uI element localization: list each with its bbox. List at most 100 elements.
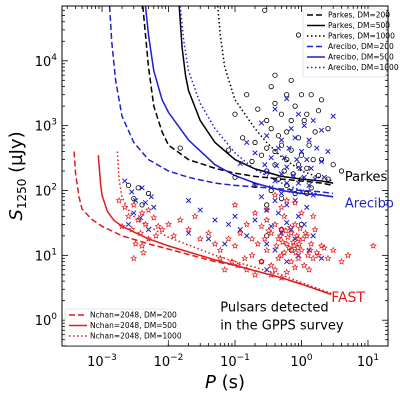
y-axis-var: S [6,209,27,220]
star-point-66 [274,254,282,262]
circle-point-63 [177,145,183,151]
x-point-90 [264,267,270,273]
x-tick-base: 10 [87,355,104,370]
x-point-26 [237,160,243,167]
y-axis-sub: 1250 [15,179,29,210]
x-point-48 [258,194,265,200]
y-tick-base: 10 [35,249,52,264]
legend-box-2 [64,308,169,346]
star-point-109 [291,198,299,206]
x-tick-base: 10 [154,355,171,370]
x-point-56 [252,217,258,223]
x-point-49 [272,197,278,204]
star-point-76 [276,232,284,239]
star-point-6 [138,209,146,217]
star-point-14 [137,229,145,237]
x-tick-base: 10 [357,355,374,370]
x-point-80 [225,221,232,228]
circle-point-9 [298,92,305,98]
star-point-106 [231,201,239,208]
circle-point-28 [240,135,246,141]
pulsar-points [115,7,377,281]
circle-point-30 [252,139,258,146]
circle-point-35 [288,147,294,153]
x-point-79 [212,217,218,223]
star-point-8 [144,206,153,214]
circle-point-55 [252,182,258,188]
circle-point-13 [292,103,298,109]
star-point-46 [307,240,315,247]
circle-point-4 [272,72,278,78]
star-point-37 [274,235,282,242]
annotation-1: Parkes [345,170,388,185]
x-point-91 [145,226,152,233]
star-point-9 [150,213,158,221]
circle-point-39 [310,157,316,163]
star-point-87 [302,229,310,237]
x-point-71 [142,199,149,206]
star-point-71 [296,224,304,232]
x-point-6 [288,125,294,132]
circle-point-45 [304,165,310,171]
x-point-54 [275,210,282,216]
circle-point-37 [298,152,305,158]
y-tick-base: 10 [35,185,52,200]
star-point-84 [294,244,302,251]
star-point-40 [283,240,291,247]
star-point-38 [277,225,285,233]
circle-point-14 [255,106,261,112]
star-point-4 [130,201,138,208]
curve-8 [97,155,332,296]
circle-point-52 [298,176,305,182]
star-point-110 [297,209,306,217]
star-point-69 [289,238,297,246]
star-point-62 [291,263,299,271]
x-point-23 [294,156,300,163]
circle-point-1 [262,7,268,13]
x-tick-base: 10 [290,355,307,370]
x-point-70 [139,185,145,191]
x-point-5 [258,120,265,126]
star-point-72 [254,240,262,247]
x-point-81 [232,213,238,219]
star-point-23 [196,235,204,242]
star-point-51 [329,246,337,254]
x-point-24 [304,156,310,163]
y-tick-base: 10 [35,120,52,135]
circle-point-7 [244,92,250,98]
x-point-76 [125,221,132,228]
star-point-70 [293,232,301,239]
x-point-59 [268,223,274,230]
y-tick-exp: 0 [51,312,57,322]
star-point-96 [228,257,236,265]
star-point-55 [263,246,271,254]
star-point-22 [191,212,199,220]
legend-label-1-6: Arecibo, DM=1000 [328,63,399,72]
star-point-104 [130,254,138,262]
y-axis-title: S1250 (µJy) [6,131,29,220]
x-point-77 [185,197,192,204]
star-point-79 [284,233,292,241]
curve-1 [142,6,334,187]
x-point-67 [122,178,128,184]
circle-point-22 [325,126,331,132]
legend-label-2-3: Nchan=2048, DM=1000 [90,332,182,341]
star-point-93 [248,251,256,259]
x-point-83 [222,241,228,247]
x-point-57 [284,219,290,226]
x-tick-label-5: 101 [357,353,379,370]
x-point-33 [278,171,285,177]
star-point-100 [277,274,285,281]
circle-point-51 [275,176,281,182]
star-point-103 [138,242,146,249]
star-point-33 [257,222,265,230]
x-point-41 [252,182,258,189]
star-point-73 [261,235,269,242]
star-point-74 [265,226,273,234]
y-tick-base: 10 [35,314,52,329]
legend-label-1-1: Parkes, DM=200 [328,11,390,20]
x-point-15 [275,145,282,151]
star-point-27 [225,235,233,242]
